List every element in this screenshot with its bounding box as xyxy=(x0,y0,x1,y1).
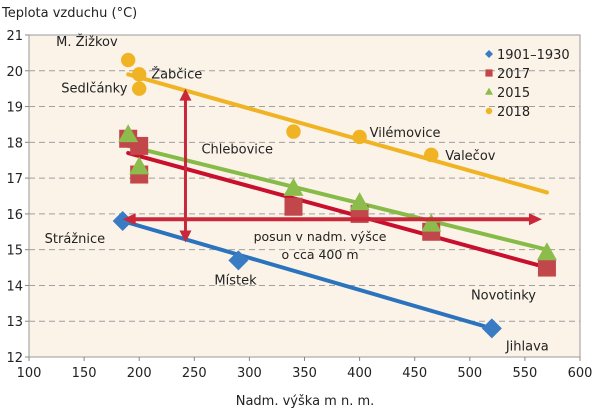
x-tick-label: 600 xyxy=(568,366,593,381)
shift-annotation-line1: posun v nadm. výšce xyxy=(254,229,387,244)
trend-line xyxy=(126,151,549,270)
x-tick-label: 200 xyxy=(127,366,152,381)
triangle-marker xyxy=(485,87,493,95)
y-tick-label: 18 xyxy=(6,136,23,151)
circle-marker xyxy=(120,52,136,68)
diamond-marker xyxy=(112,211,133,232)
shift-annotation-line2: o cca 400 m xyxy=(281,247,358,262)
point-label: Chlebovice xyxy=(201,143,273,158)
y-tick-label: 12 xyxy=(6,351,23,366)
point-label: Jihlava xyxy=(505,339,549,354)
x-tick-label: 250 xyxy=(182,366,207,381)
point-label: Žabčice xyxy=(151,66,202,82)
x-tick-label: 550 xyxy=(512,366,537,381)
x-axis-label: Nadm. výška m n. m. xyxy=(236,394,375,409)
point-label: Strážnice xyxy=(45,232,105,247)
x-tick-label: 450 xyxy=(402,366,427,381)
x-tick-label: 300 xyxy=(237,366,262,381)
triangle-marker xyxy=(129,156,150,175)
arrow-head-down xyxy=(179,230,192,243)
x-tick-label: 400 xyxy=(347,366,372,381)
point-label: Sedlčánky xyxy=(61,82,128,97)
y-tick-label: 20 xyxy=(6,65,23,80)
legend-label: 2015 xyxy=(497,86,530,101)
triangle-marker xyxy=(421,213,442,232)
y-tick-label: 16 xyxy=(6,208,23,223)
y-tick-label: 14 xyxy=(6,279,23,294)
circle-marker xyxy=(132,81,147,96)
y-tick-label: 21 xyxy=(6,29,23,44)
point-labels: M. Žižkov Žabčice Sedlčánky Chlebovice Vilém… xyxy=(45,34,549,354)
shift-arrows xyxy=(122,88,542,243)
triangle-marker xyxy=(536,242,557,261)
point-label: Valečov xyxy=(445,149,496,164)
point-label: Místek xyxy=(214,273,257,288)
square-marker xyxy=(537,258,556,277)
y-tick-label: 13 xyxy=(6,315,23,330)
arrow-head-left xyxy=(122,213,136,226)
circle-marker xyxy=(352,129,367,145)
legend-item: 2017 xyxy=(485,67,530,82)
circle-marker xyxy=(424,147,439,163)
point-label: Novotinky xyxy=(471,289,536,304)
y-axis-label: Teplota vzduchu (°C) xyxy=(1,6,137,21)
plot-area xyxy=(28,34,581,358)
y-tick-label: 15 xyxy=(6,244,23,259)
x-tick-label: 350 xyxy=(292,366,317,381)
legend-item: 2018 xyxy=(485,105,530,120)
circle-marker xyxy=(485,107,493,115)
legend: 1901–1930 2017 2015 2018 xyxy=(485,48,570,120)
triangle-marker xyxy=(283,177,304,196)
square-marker xyxy=(284,197,303,216)
ticks: 12 13 14 15 16 17 18 19 20 21 100 150 200 250 300 350 40… xyxy=(6,29,592,381)
circle-marker xyxy=(132,67,147,82)
legend-item: 1901–1930 xyxy=(485,48,570,63)
data-points xyxy=(112,52,557,339)
x-tick-label: 150 xyxy=(72,366,97,381)
trend-line xyxy=(126,143,549,252)
triangle-marker xyxy=(118,124,139,143)
legend-label: 2018 xyxy=(497,105,530,120)
circle-marker xyxy=(286,124,301,139)
y-tick-label: 19 xyxy=(6,101,23,116)
legend-item: 2015 xyxy=(485,86,530,101)
arrow-head-right xyxy=(528,213,542,226)
square-marker xyxy=(485,69,493,77)
arrow-head-up xyxy=(179,88,192,101)
x-tick-label: 100 xyxy=(17,366,42,381)
legend-label: 1901–1930 xyxy=(497,48,570,63)
y-tick-label: 17 xyxy=(6,172,23,187)
point-label: Vilémovice xyxy=(370,126,441,141)
diamond-marker xyxy=(228,250,249,271)
diamond-marker xyxy=(481,318,502,339)
triangle-marker xyxy=(349,192,370,211)
point-label: M. Žižkov xyxy=(56,34,118,50)
trend-line xyxy=(126,72,549,195)
diamond-marker xyxy=(485,50,493,58)
legend-label: 2017 xyxy=(497,67,530,82)
x-tick-label: 500 xyxy=(457,366,482,381)
